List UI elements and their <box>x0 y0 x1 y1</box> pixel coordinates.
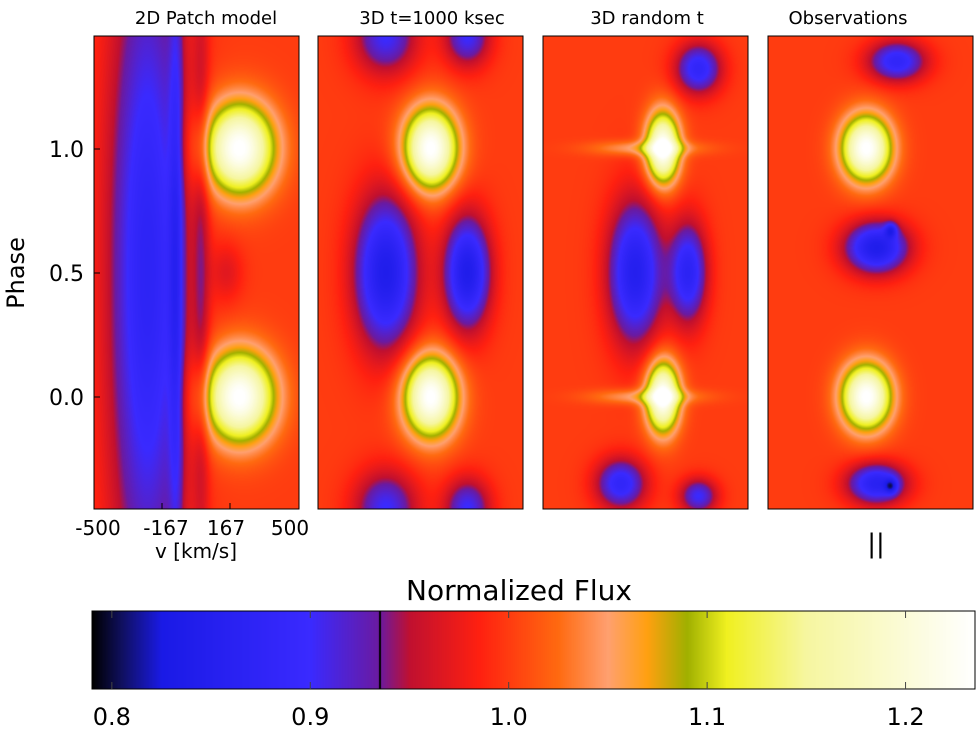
colorbar-title: Normalized Flux <box>406 574 632 607</box>
colorbar-ticks: 0.8 0.9 1.0 1.1 1.2 <box>93 611 925 729</box>
colorbar-tick-label-0: 0.8 <box>93 703 131 729</box>
x-tick-label-2: 167 <box>207 516 245 540</box>
colorbar-frame <box>91 610 976 690</box>
panel-frame-4 <box>767 35 974 510</box>
x-axis-label: v [km/s] <box>155 539 237 563</box>
panel-title-4: Observations <box>789 8 908 29</box>
y-ticks: 0.0 0.5 1.0 <box>49 138 100 411</box>
y-tick-label-2: 1.0 <box>49 138 84 163</box>
panel-frame-2 <box>317 35 524 510</box>
heatmap-canvas-4 <box>768 36 973 509</box>
panel-title-2: 3D t=1000 ksec <box>359 8 504 29</box>
y-axis-label: Phase <box>2 237 30 309</box>
panel-2 <box>317 35 524 510</box>
x-tick-label-1: -167 <box>143 516 188 540</box>
colorbar-canvas <box>92 611 975 689</box>
panel-4 <box>767 35 974 510</box>
panel-title-3: 3D random t <box>590 8 704 29</box>
x-tick-label-3: 500 <box>271 516 309 540</box>
panel-1 <box>93 35 300 510</box>
colorbar-tick-label-2: 1.0 <box>490 703 528 729</box>
x-ticks: -500 -167 167 500 <box>75 503 309 540</box>
colorbar: 0.8 0.9 1.0 1.1 1.2 <box>91 610 976 729</box>
panel-frame-3 <box>542 35 749 510</box>
y-tick-label-0: 0.0 <box>49 386 84 411</box>
colorbar-tick-label-1: 0.9 <box>291 703 329 729</box>
heatmap-canvas-2 <box>318 36 523 509</box>
observation-marker: || <box>867 529 885 559</box>
y-tick-label-1: 0.5 <box>49 262 84 287</box>
x-tick-label-0: -500 <box>75 516 120 540</box>
panel-3 <box>542 35 749 510</box>
heatmap-canvas-3 <box>543 36 748 509</box>
colorbar-tick-label-3: 1.1 <box>688 703 726 729</box>
panel-title-1: 2D Patch model <box>135 8 277 29</box>
heatmap-canvas-1 <box>94 36 299 509</box>
colorbar-tick-label-4: 1.2 <box>886 703 924 729</box>
